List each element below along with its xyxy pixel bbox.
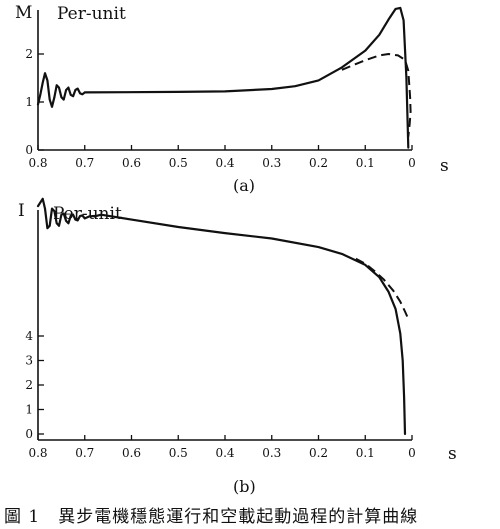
chart-a: M Per-unit s (a) 0.8 0.7 0.6 0.5 0.4 0.3 0.2 0.… — [15, 3, 449, 195]
chart-b-y-tick-label-4: 4 — [25, 329, 33, 343]
chart-b: I Per-unit s (b) 0.8 0.7 0.6 0.5 0.4 0.3 0.2 0.… — [18, 197, 457, 496]
chart-a-series-dashed-line — [341, 53, 412, 137]
chart-b-series-dashed-line — [355, 257, 410, 320]
chart-a-series — [36, 6, 412, 149]
chart-b-x-tick-label-2: 0.6 — [122, 446, 141, 460]
chart-b-x-label: s — [448, 444, 457, 464]
chart-b-series-solid-line — [36, 197, 407, 436]
chart-b-x-tick-label-5: 0.3 — [262, 446, 281, 460]
chart-a-x-tick-label-1: 0.7 — [75, 156, 94, 170]
chart-a-series-solid-line — [36, 6, 410, 149]
chart-b-x-tick-label-1: 0.7 — [75, 446, 94, 460]
chart-b-y-tick-label-2: 2 — [25, 378, 33, 392]
chart-a-y-ticks: 0 1 2 — [25, 47, 44, 157]
chart-b-y-tick-label-1: 1 — [25, 403, 33, 417]
figure-caption: 圖 1 異步電機穩態運行和空載起動過程的計算曲線 — [4, 507, 418, 527]
chart-a-y-tick-label-0: 0 — [25, 143, 33, 157]
chart-b-x-tick-label-0: 0.8 — [28, 446, 47, 460]
chart-b-y-tick-label-3: 3 — [25, 354, 33, 368]
chart-a-y-tick-label-2: 2 — [25, 47, 33, 61]
chart-b-x-tick-label-3: 0.5 — [169, 446, 188, 460]
chart-b-x-tick-label-8: 0 — [408, 446, 416, 460]
chart-a-x-tick-label-7: 0.1 — [356, 156, 375, 170]
chart-a-x-tick-label-3: 0.5 — [169, 156, 188, 170]
chart-b-x-tick-label-7: 0.1 — [356, 446, 375, 460]
chart-a-panel-label: (a) — [233, 176, 255, 195]
chart-a-x-tick-label-0: 0.8 — [28, 156, 47, 170]
chart-b-x-tick-label-6: 0.2 — [309, 446, 328, 460]
chart-a-x-tick-label-6: 0.2 — [309, 156, 328, 170]
chart-b-y-ticks: 0 1 2 3 4 — [25, 329, 44, 441]
chart-b-y-label: I — [18, 201, 25, 221]
chart-b-y-tick-label-0: 0 — [25, 427, 33, 441]
chart-b-series — [36, 197, 410, 436]
chart-a-x-tick-label-4: 0.4 — [215, 156, 234, 170]
chart-a-x-tick-label-8: 0 — [408, 156, 416, 170]
chart-a-unit-note: Per-unit — [57, 4, 126, 24]
chart-b-panel-label: (b) — [233, 477, 256, 496]
chart-b-x-tick-label-4: 0.4 — [215, 446, 234, 460]
chart-a-x-tick-label-5: 0.3 — [262, 156, 281, 170]
chart-a-y-tick-label-1: 1 — [25, 95, 33, 109]
chart-a-x-tick-label-2: 0.6 — [122, 156, 141, 170]
chart-b-x-ticks: 0.8 0.7 0.6 0.5 0.4 0.3 0.2 0.1 0 — [28, 435, 416, 460]
chart-a-y-label: M — [15, 3, 32, 23]
chart-a-x-label: s — [440, 156, 449, 176]
chart-a-x-ticks: 0.8 0.7 0.6 0.5 0.4 0.3 0.2 0.1 0 — [28, 145, 416, 170]
